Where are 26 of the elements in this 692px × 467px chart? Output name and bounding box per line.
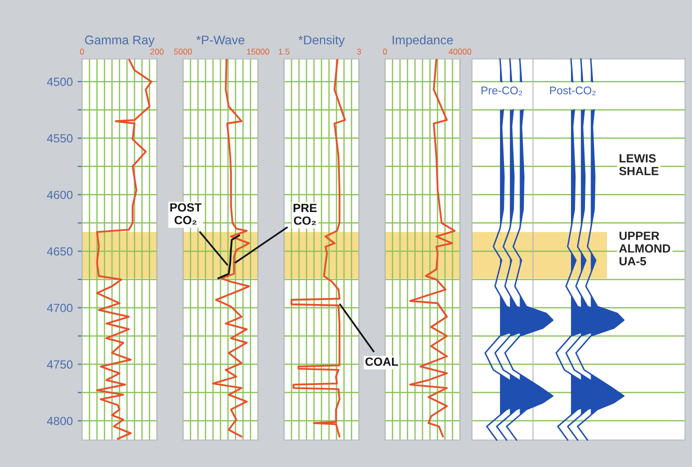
x-tick-label: 5000 xyxy=(174,48,192,55)
x-axis-title: *Density xyxy=(298,35,345,47)
x-tick-label: 40000 xyxy=(448,48,472,55)
x-tick-label: 0 xyxy=(383,48,387,55)
annotation: COAL xyxy=(365,357,398,366)
y-tick-label: 4650 xyxy=(46,247,73,256)
x-tick-label: 0 xyxy=(80,48,84,55)
x-axis-title: *P-Wave xyxy=(196,36,244,44)
text: Pre-CO₂ xyxy=(482,86,522,96)
y-tick-label: 4600 xyxy=(46,190,73,200)
x-tick-label: 3 xyxy=(357,48,361,55)
text: Post-CO₂ xyxy=(550,86,596,96)
y-tick-label: 4550 xyxy=(46,134,73,143)
annotation: POST CO₂ xyxy=(170,203,202,225)
x-tick-label: 1.5 xyxy=(278,48,290,55)
text: LEWIS SHALE xyxy=(619,154,658,176)
y-tick-label: 4500 xyxy=(46,78,73,86)
annotation: PRE CO₂ xyxy=(294,204,317,226)
x-tick-label: 200 xyxy=(150,48,164,55)
y-tick-label: 4700 xyxy=(46,304,73,312)
x-axis-title: Gamma Ray xyxy=(85,36,155,47)
x-axis-title: Impedance xyxy=(392,35,453,47)
y-tick-label: 4800 xyxy=(46,416,73,426)
x-tick-label: 15000 xyxy=(247,48,270,55)
y-tick-label: 4750 xyxy=(46,360,73,369)
text: UPPER ALMOND UA-5 xyxy=(619,232,670,266)
